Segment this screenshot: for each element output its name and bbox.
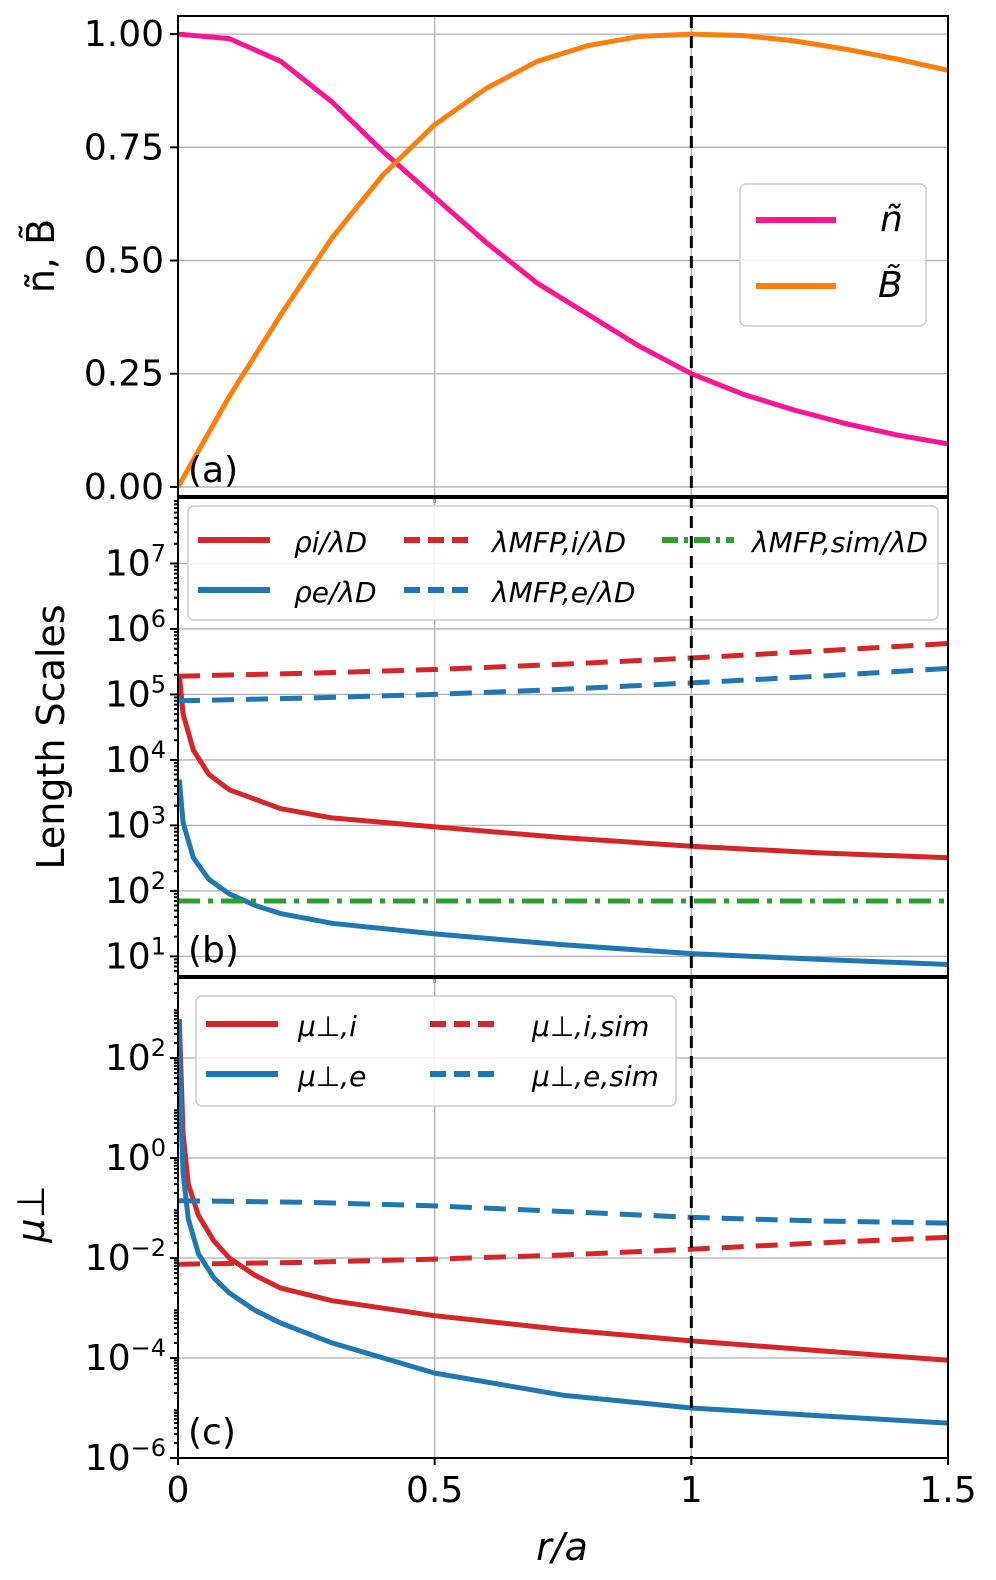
- y-tick-label: 104: [105, 736, 166, 781]
- y-tick-label: 10−4: [85, 1334, 166, 1379]
- panel-c-legend: μ⊥,i μ⊥,e μ⊥,i,sim μ⊥,e,sim: [195, 995, 677, 1107]
- panel-b-yticks: 101 102 103 104 105 106 107: [105, 499, 178, 977]
- y-tick-label: 102: [105, 1034, 166, 1079]
- series-line-a-1: [178, 31, 948, 489]
- legend-label-mu-e: μ⊥,e: [297, 1060, 366, 1093]
- y-tick-label: 10−2: [85, 1234, 166, 1279]
- legend-frame: [195, 995, 677, 1107]
- x-tick-label: 0.5: [406, 1470, 463, 1511]
- y-tick-label: 10−6: [85, 1434, 166, 1479]
- y-tick-label: 102: [105, 867, 166, 912]
- legend-label-b: B̃: [878, 264, 903, 306]
- legend-label-mu-e-sim: μ⊥,e,sim: [531, 1060, 659, 1093]
- panel-b-ylabel: Length Scales: [29, 604, 73, 869]
- panel-c-label: (c): [188, 1412, 236, 1453]
- y-tick-label: 106: [105, 605, 166, 650]
- legend-label-mu-i-sim: μ⊥,i,sim: [531, 1010, 649, 1043]
- x-tick-label: 1: [680, 1470, 703, 1511]
- legend-label-rho-e: ρe/λD: [294, 576, 377, 609]
- y-tick-label: 101: [105, 932, 166, 977]
- series-line-c-0: [178, 1019, 948, 1363]
- panel-b-label: (b): [188, 930, 239, 971]
- series-line-c-2: [178, 1234, 948, 1267]
- panel-a-legend: ñ B̃: [739, 183, 927, 327]
- series-line-c-1: [178, 1019, 948, 1426]
- panel-c-yticks: 10−6 10−4 10−2 100 102: [85, 983, 178, 1479]
- y-tick-label: 1.00: [84, 14, 164, 55]
- y-tick-label: 0.00: [84, 467, 164, 508]
- y-tick-label: 0.25: [84, 354, 164, 395]
- legend-label-mfp-e: λMFP,e/λD: [490, 576, 636, 609]
- legend-label-rho-i: ρi/λD: [294, 526, 367, 559]
- panel-a-yticks: 0.00 0.25 0.50 0.75 1.00: [84, 14, 178, 508]
- legend-label-mfp-sim: λMFP,sim/λD: [750, 526, 928, 559]
- x-axis-label: r/a: [536, 1525, 588, 1569]
- panel-a-label: (a): [188, 450, 238, 491]
- panel-b-frame: [177, 497, 949, 977]
- y-tick-label: 100: [105, 1134, 166, 1179]
- x-tick-label: 1.5: [919, 1470, 976, 1511]
- y-tick-label: 103: [105, 801, 166, 846]
- panel-c-series: [178, 1019, 948, 1426]
- legend-label-n: ñ: [880, 199, 903, 240]
- panel-a-series: [178, 31, 948, 489]
- panel-b-legend: ρi/λD ρe/λD λMFP,i/λD λMFP,e/λD λMFP,sim…: [187, 505, 939, 621]
- panel-c-xticks: 0 0.5 1 1.5: [167, 1470, 977, 1511]
- panel-c-ylabel: μ⊥: [9, 1185, 53, 1243]
- legend-label-mfp-i: λMFP,i/λD: [490, 526, 626, 559]
- series-line-b-1: [178, 779, 948, 967]
- y-tick-label: 105: [105, 670, 166, 715]
- panel-c: 10−6 10−4 10−2 100 102 0 0.5 1 1.5 μ⊥ (c) r/a μ…: [9, 977, 977, 1569]
- series-line-b-3: [178, 665, 948, 704]
- x-tick-label: 0: [167, 1470, 190, 1511]
- panel-c-frame: [177, 977, 949, 1459]
- series-line-a-0: [178, 31, 948, 447]
- panel-b-series: [178, 641, 948, 967]
- y-tick-label: 0.75: [84, 127, 164, 168]
- panel-a: 0.00 0.25 0.50 0.75 1.00 ñ, B̃ (a) ñ B̃: [19, 14, 949, 508]
- panel-a-frame: [177, 15, 949, 497]
- legend-frame: [187, 505, 939, 621]
- y-tick-label: 0.50: [84, 241, 164, 282]
- series-line-b-2: [178, 641, 948, 679]
- y-tick-label: 107: [105, 539, 166, 584]
- legend-label-mu-i: μ⊥,i: [297, 1010, 357, 1043]
- panel-a-ylabel: ñ, B̃: [19, 219, 63, 293]
- series-line-b-0: [178, 674, 948, 861]
- series-line-c-3: [178, 1198, 948, 1226]
